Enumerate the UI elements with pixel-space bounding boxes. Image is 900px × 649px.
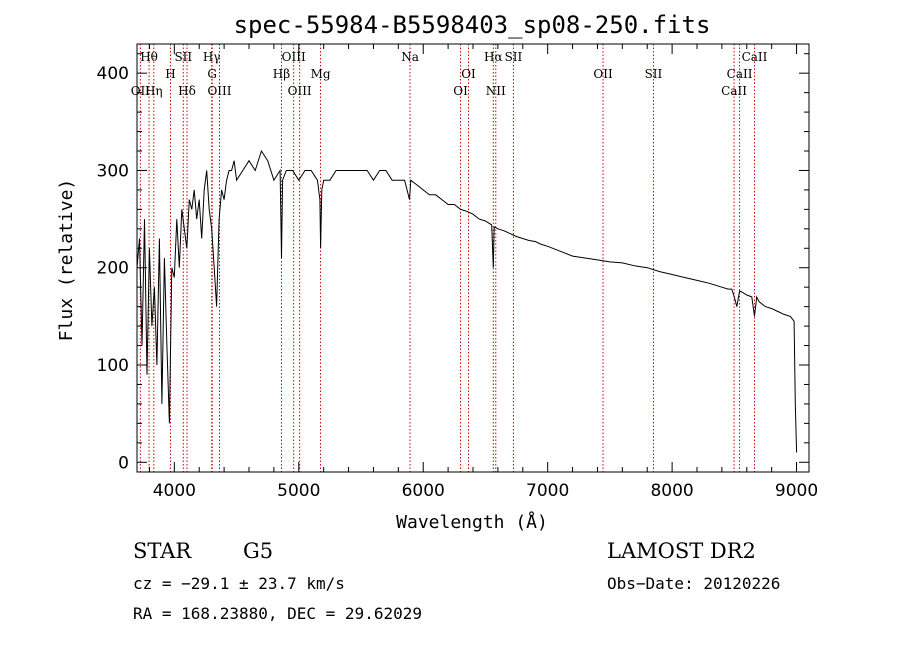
- y-tick-label: 0: [118, 453, 129, 473]
- x-tick-label: 6000: [402, 481, 445, 501]
- spectral-line-label: Hβ: [273, 67, 290, 81]
- spectral-line-label: H: [165, 67, 175, 81]
- spectral-line-label: OII: [593, 67, 613, 81]
- spectrum-series-line: [136, 149, 798, 453]
- spectral-line-label: SII: [505, 50, 523, 64]
- spectral-line-label: Hθ: [140, 50, 158, 64]
- x-tick-label: 9000: [775, 481, 818, 501]
- spectral-line-label: OI: [453, 84, 468, 98]
- object-class: STAR: [133, 539, 192, 563]
- spectral-line-label: Hα: [484, 50, 503, 64]
- redshift-velocity: cz = −29.1 ± 23.7 km/s: [133, 574, 345, 593]
- y-tick-label: 300: [97, 161, 129, 181]
- spectral-line-label: NII: [486, 84, 506, 98]
- x-tick-label: 7000: [526, 481, 569, 501]
- spectral-line-label: CaII: [721, 84, 747, 98]
- spectral-line-label: Na: [401, 50, 419, 64]
- x-axis-label: Wavelength (Å): [396, 511, 548, 533]
- spectral-line-label: SII: [174, 50, 192, 64]
- y-axis-ticks: 0 100 200 300 400: [97, 53, 809, 473]
- ra-dec-coordinates: RA = 168.23880, DEC = 29.62029: [133, 604, 422, 623]
- observation-date: Obs−Date: 20120226: [607, 574, 780, 593]
- spectral-line-label: SII: [645, 67, 663, 81]
- spectral-line-labels: HθOIIHηHSIIHδHγGOIIIOIIIHβOIIIMgNaOIOIHα…: [131, 50, 768, 98]
- spectral-line-label: OI: [461, 67, 476, 81]
- spectral-line-label: CaII: [742, 50, 768, 64]
- x-tick-label: 4000: [153, 481, 196, 501]
- chart-title: spec-55984-B5598403_sp08-250.fits: [234, 11, 711, 39]
- spectral-line-label: CaII: [727, 67, 753, 81]
- spectral-line-label: OIII: [288, 84, 312, 98]
- y-axis-label: Flux (relative): [56, 179, 77, 342]
- x-tick-label: 8000: [650, 481, 693, 501]
- y-tick-label: 400: [97, 64, 129, 84]
- survey-name: LAMOST DR2: [607, 539, 756, 563]
- plot-frame: [136, 43, 810, 473]
- y-tick-label: 100: [97, 356, 129, 376]
- x-tick-label: 5000: [277, 481, 320, 501]
- spectral-line-label: OIII: [207, 84, 231, 98]
- spectral-line-label: Hη: [145, 84, 163, 98]
- spectral-line-label: OII: [131, 84, 151, 98]
- spectral-line-markers: [139, 44, 755, 472]
- y-tick-label: 200: [97, 259, 129, 279]
- spectral-line-label: Mg: [311, 67, 331, 81]
- object-subclass: G5: [243, 539, 273, 563]
- spectral-line-label: OIII: [282, 50, 306, 64]
- spectral-line-label: Hγ: [203, 50, 221, 64]
- spectral-line-label: G: [207, 67, 217, 81]
- x-axis-ticks: 4000 5000 6000 7000 8000 9000: [148, 44, 818, 501]
- spectral-line-label: Hδ: [178, 84, 196, 98]
